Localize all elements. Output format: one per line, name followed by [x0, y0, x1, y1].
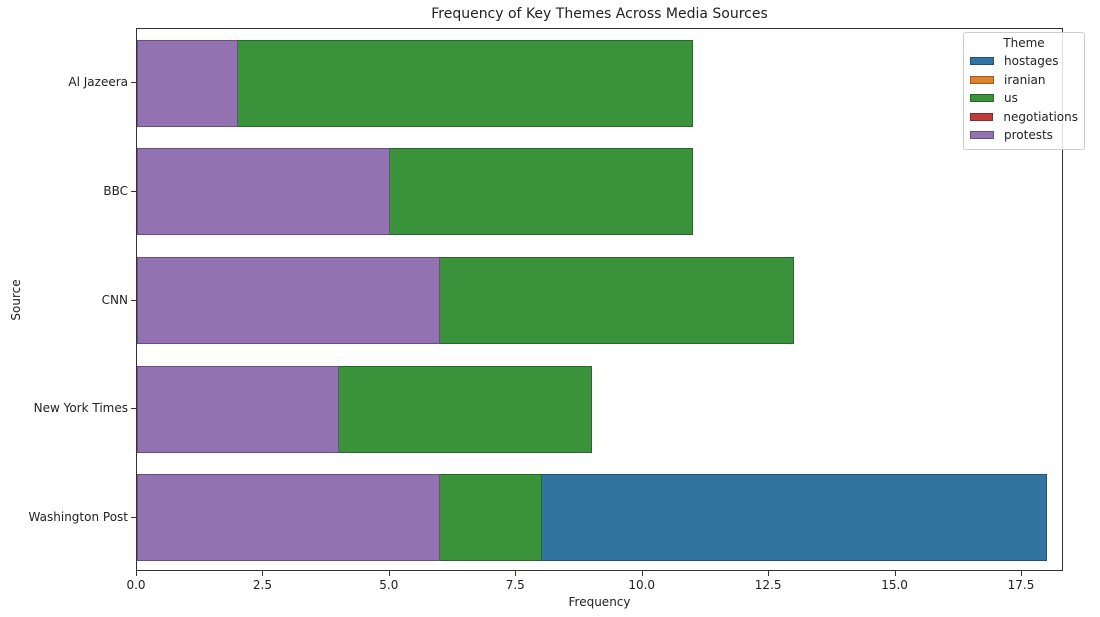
y-tick-label: New York Times [33, 401, 128, 416]
x-tick-label: 12.5 [754, 578, 782, 592]
x-tick-label: 17.5 [1007, 578, 1035, 592]
legend-swatch [970, 57, 994, 66]
x-tick-label: 7.5 [505, 578, 525, 592]
x-tick [515, 571, 517, 576]
y-tick-label: Al Jazeera [68, 75, 128, 90]
x-tick [388, 571, 390, 576]
y-tick [131, 408, 136, 410]
x-tick [136, 571, 137, 576]
x-tick-label: 5.0 [379, 578, 399, 592]
y-tick-label: BBC [103, 183, 128, 198]
y-tick-label: Washington Post [28, 509, 128, 524]
x-tick [262, 571, 264, 576]
x-axis-label: Frequency [568, 595, 631, 609]
x-tick [768, 571, 770, 576]
legend-item-negotiations: negotiations [970, 108, 1078, 127]
bar-protests-washington-post [137, 474, 441, 562]
legend-item-hostages: hostages [970, 52, 1078, 71]
y-tick [131, 82, 136, 84]
x-tick-label: 10.0 [628, 578, 656, 592]
x-tick-label: 0.0 [126, 578, 146, 592]
legend-label: protests [1004, 128, 1053, 143]
y-axis-label: Source [9, 279, 23, 321]
bar-protests-bbc [137, 148, 390, 236]
y-tick-label: CNN [101, 292, 128, 307]
chart-title: Frequency of Key Themes Across Media Sou… [431, 6, 768, 22]
plot-area [136, 28, 1063, 571]
bar-protests-new-york-times [137, 365, 340, 453]
legend-label: hostages [1004, 54, 1059, 69]
legend-label: negotiations [1003, 109, 1078, 124]
legend-swatch [970, 131, 994, 140]
bar-protests-cnn [137, 257, 441, 344]
legend-swatch [970, 112, 994, 121]
legend-item-iranian: iranian [970, 71, 1078, 90]
y-tick [131, 516, 136, 518]
y-tick [131, 299, 136, 301]
legend-item-protests: protests [970, 126, 1078, 145]
legend-label: us [1004, 91, 1018, 106]
x-tick [894, 571, 896, 576]
x-tick-label: 15.0 [881, 578, 908, 592]
x-tick [1020, 571, 1022, 576]
bar-protests-al-jazeera [137, 39, 239, 127]
x-tick [641, 571, 643, 576]
legend-swatch [970, 94, 994, 103]
x-tick-label: 2.5 [252, 578, 272, 592]
y-tick [131, 190, 136, 192]
legend: Theme hostages iranian us negotiations prote… [963, 32, 1085, 150]
legend-label: iranian [1004, 72, 1046, 87]
legend-title: Theme [1003, 36, 1045, 50]
legend-item-us: us [970, 89, 1078, 108]
legend-swatch [970, 75, 994, 84]
